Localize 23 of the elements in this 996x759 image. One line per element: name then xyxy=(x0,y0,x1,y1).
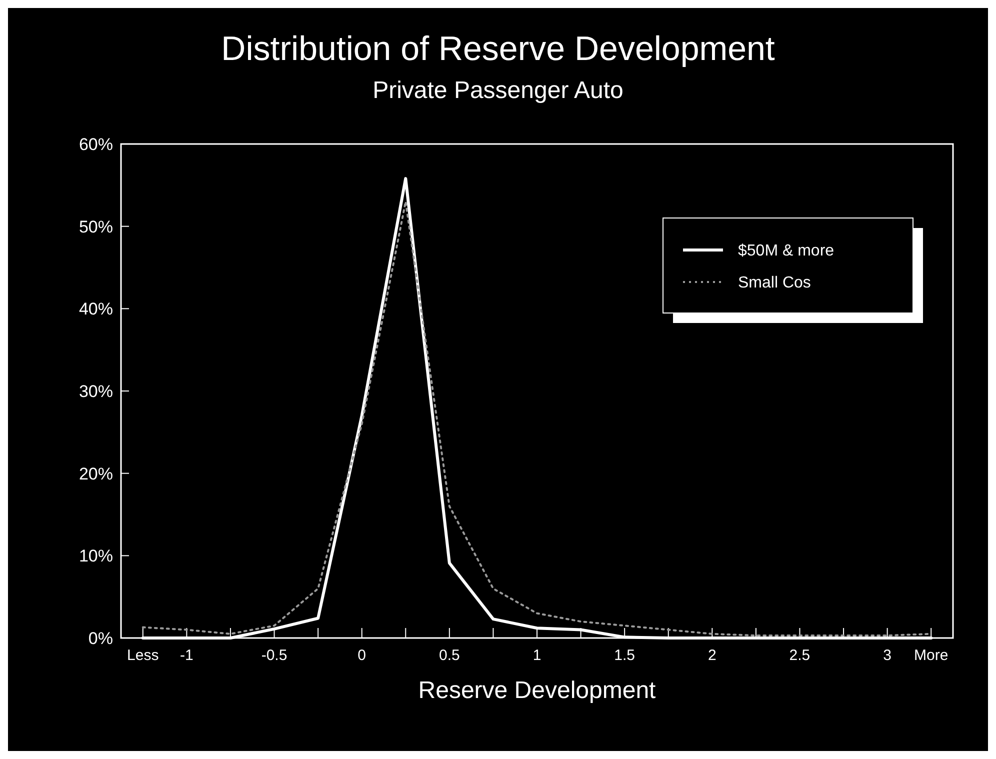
x-axis-title: Reserve Development xyxy=(418,677,656,704)
x-tick-label: 1.5 xyxy=(614,647,636,664)
y-tick-label: 40% xyxy=(78,300,113,319)
chart-subtitle: Private Passenger Auto xyxy=(372,77,624,104)
y-tick-label: 0% xyxy=(88,628,113,648)
x-tick-label: 0 xyxy=(358,647,366,664)
y-tick-label: 30% xyxy=(78,382,113,401)
y-tick-label: 50% xyxy=(78,217,113,236)
legend-label: $50M & more xyxy=(738,242,834,260)
x-tick-label: 2 xyxy=(708,647,716,664)
x-tick-label: 2.5 xyxy=(789,647,810,664)
chart-title: Distribution of Reserve Development xyxy=(221,30,776,68)
x-tick-label: 3 xyxy=(883,647,892,664)
x-tick-label: -0.5 xyxy=(261,647,288,664)
x-tick-label: 0.5 xyxy=(438,647,460,664)
y-tick-label: 10% xyxy=(78,546,113,566)
legend-label: Small Cos xyxy=(738,274,811,292)
y-tick-label: 20% xyxy=(78,464,113,484)
x-tick-label: 1 xyxy=(532,647,542,664)
x-tick-label: -1 xyxy=(180,647,194,664)
x-tick-label: Less xyxy=(127,647,159,664)
x-tick-label: More xyxy=(914,647,948,664)
y-tick-label: 60% xyxy=(78,134,113,154)
